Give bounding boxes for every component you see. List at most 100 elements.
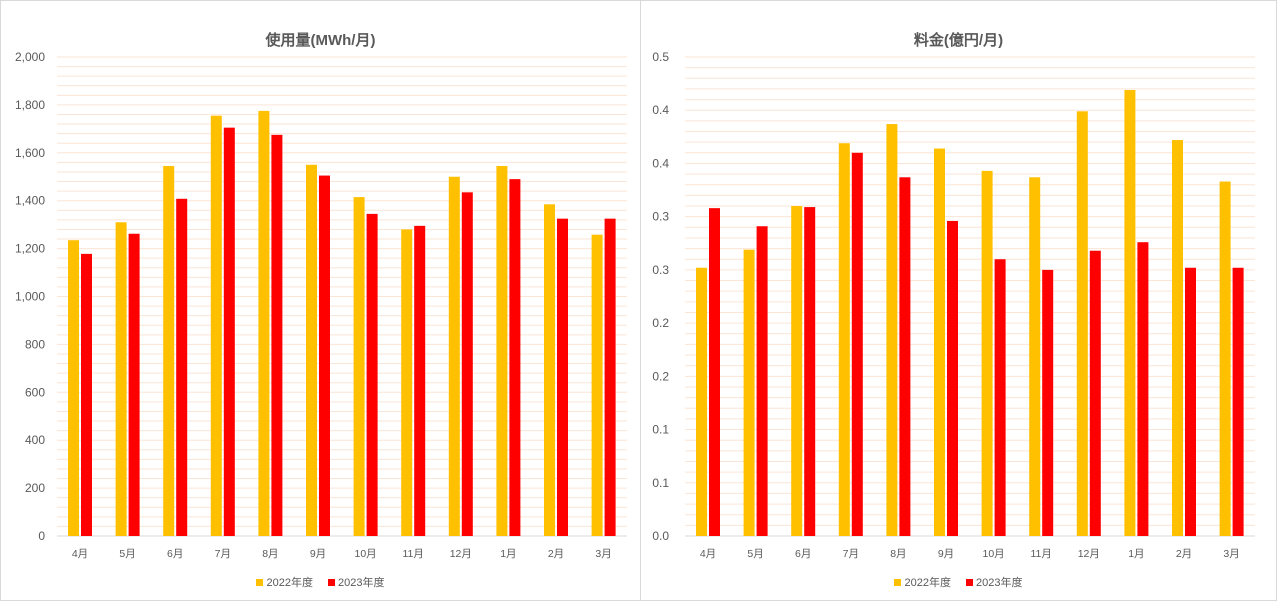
legend-swatch (894, 579, 902, 586)
y-tick-label: 0.5 (652, 50, 669, 64)
chart-legend: 2022年度 2023年度 (641, 574, 1276, 590)
bar-series-2 (1232, 267, 1244, 536)
x-tick-label: 7月 (843, 548, 859, 560)
bar-series-1 (1076, 111, 1088, 536)
y-tick-label: 0.2 (652, 316, 669, 330)
legend-item-2022: 2022年度 (894, 574, 951, 590)
bar-series-1 (306, 164, 317, 536)
y-tick-label: 0 (38, 529, 45, 543)
y-tick-label: 0.2 (652, 369, 669, 383)
bar-series-1 (696, 267, 707, 536)
bar-series-1 (1172, 140, 1183, 536)
legend-label: 2022年度 (266, 577, 313, 589)
x-tick-label: 6月 (795, 548, 811, 560)
y-tick-label: 800 (25, 337, 45, 351)
y-tick-label: 1,600 (15, 146, 45, 160)
x-tick-label: 8月 (262, 548, 278, 560)
bar-series-2 (557, 218, 568, 536)
y-tick-label: 1,200 (15, 242, 45, 256)
bar-series-2 (1137, 242, 1149, 537)
usage-chart-panel: 使用量(MWh/月) 0 200 400 600 800 1,000 1,200 1,400 1… (0, 0, 641, 601)
y-tick-label: 0.3 (652, 210, 669, 224)
bar-series-1 (886, 124, 898, 536)
x-tick-label: 9月 (938, 548, 954, 560)
cost-chart: 0.0 0.1 0.1 0.2 0.2 0.3 0.3 0.4 0.4 0.5 4月 5月 6月 7月 8月… (652, 50, 1255, 560)
bar-series-2 (128, 233, 140, 536)
chart-legend: 2022年度 2023年度 (1, 574, 640, 590)
legend-swatch (966, 579, 974, 586)
bar-series-2 (176, 198, 188, 536)
x-tick-label: 10月 (983, 548, 1005, 560)
x-tick-label: 6月 (167, 548, 183, 560)
x-tick-label: 8月 (890, 548, 906, 560)
x-tick-label: 4月 (72, 548, 88, 560)
bar-series-1 (743, 249, 755, 537)
x-tick-label: 11月 (402, 548, 423, 560)
legend-item-2023: 2023年度 (966, 574, 1023, 590)
bar-series-2 (804, 207, 816, 536)
chart-title: 料金(億円/月) (913, 32, 1004, 49)
x-tick-label: 3月 (1223, 548, 1239, 560)
x-tick-label: 5月 (747, 548, 763, 560)
y-tick-label: 0.4 (652, 103, 669, 117)
bar-series-2 (271, 134, 283, 536)
bar-series-1 (1124, 89, 1136, 537)
y-tick-label: 0.0 (652, 529, 669, 543)
legend-label: 2022年度 (904, 577, 951, 589)
y-tick-label: 0.4 (652, 156, 669, 170)
x-tick-label: 11月 (1030, 548, 1051, 560)
bar-series-2 (414, 225, 426, 536)
legend-item-2023: 2023年度 (328, 574, 385, 590)
bar-series-2 (509, 179, 521, 536)
legend-label: 2023年度 (338, 577, 385, 589)
bar-series-2 (366, 213, 378, 536)
bar-series-2 (461, 192, 473, 536)
usage-chart: 0 200 400 600 800 1,000 1,200 1,400 1,600 1,800 2,… (15, 50, 627, 560)
x-tick-label: 7月 (215, 548, 231, 560)
bar-series-1 (791, 206, 803, 536)
bar-series-2 (947, 220, 958, 536)
bar-series-2 (1089, 250, 1101, 536)
bar-series-2 (223, 127, 235, 536)
bar-series-2 (899, 177, 911, 536)
bar-series-2 (851, 152, 863, 537)
bar-series-1 (591, 234, 603, 537)
bar-series-1 (401, 229, 413, 536)
x-tick-label: 10月 (355, 548, 377, 560)
bar-series-1 (838, 143, 850, 536)
y-tick-label: 1,800 (15, 98, 45, 112)
x-tick-label: 1月 (1128, 548, 1144, 560)
x-tick-label: 2月 (1176, 548, 1192, 560)
y-tick-label: 0.1 (652, 423, 669, 437)
y-tick-label: 400 (25, 433, 45, 447)
legend-swatch (256, 579, 264, 586)
bar-series-1 (353, 197, 365, 537)
bar-series-1 (448, 176, 460, 536)
x-tick-label: 2月 (548, 548, 564, 560)
y-tick-label: 0.3 (652, 263, 669, 277)
bar-series-1 (1029, 177, 1041, 536)
x-tick-label: 1月 (500, 548, 516, 560)
y-tick-label: 1,000 (15, 290, 45, 304)
legend-label: 2023年度 (976, 577, 1023, 589)
bar-series-2 (604, 218, 616, 536)
bar-series-1 (934, 148, 945, 536)
x-tick-label: 9月 (310, 548, 326, 560)
y-tick-label: 200 (25, 481, 45, 495)
chart-title: 使用量(MWh/月) (265, 32, 376, 49)
y-tick-label: 0.1 (652, 476, 669, 490)
bar-series-1 (258, 110, 270, 536)
bar-series-1 (544, 204, 555, 537)
bar-series-1 (163, 165, 175, 536)
y-tick-label: 1,400 (15, 194, 45, 208)
bar-series-2 (319, 175, 330, 537)
y-tick-label: 2,000 (15, 50, 45, 64)
legend-item-2022: 2022年度 (256, 574, 313, 590)
bar-series-1 (210, 115, 222, 537)
bar-series-2 (1185, 267, 1196, 536)
bar-series-2 (994, 259, 1006, 536)
bar-series-1 (981, 170, 993, 536)
x-tick-label: 5月 (119, 548, 135, 560)
bar-series-2 (756, 226, 768, 536)
x-tick-label: 12月 (450, 548, 472, 560)
